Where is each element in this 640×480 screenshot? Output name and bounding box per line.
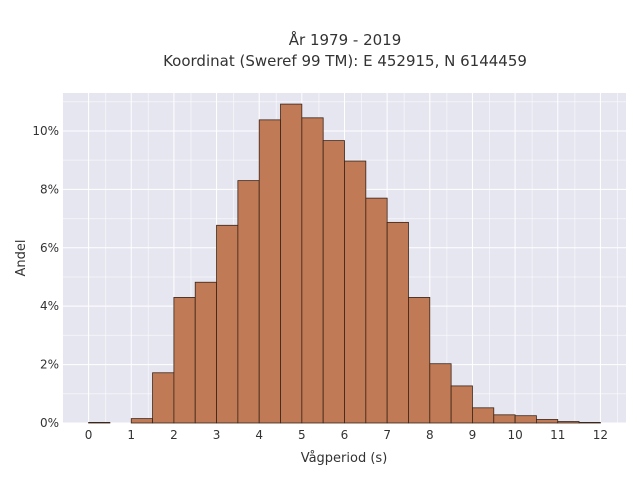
x-tick-label: 8 (426, 428, 434, 442)
x-tick-label: 1 (127, 428, 135, 442)
x-tick-labels: 0 1 2 3 4 5 6 7 8 9 10 11 12 (85, 428, 608, 442)
histogram-bar (216, 224, 239, 424)
y-tick-label: 10% (32, 124, 59, 138)
histogram-bar (173, 297, 196, 424)
x-tick-label: 5 (298, 428, 306, 442)
y-tick-label: 2% (40, 358, 59, 372)
x-tick-label: 10 (507, 428, 522, 442)
x-tick-label: 7 (383, 428, 391, 442)
x-tick-label: 12 (593, 428, 608, 442)
chart-title-line-1: År 1979 - 2019 (289, 30, 402, 49)
histogram-bar (365, 197, 388, 424)
histogram-bar (194, 281, 217, 424)
x-tick-label: 3 (213, 428, 221, 442)
histogram-bar (536, 419, 559, 424)
histogram-bar (130, 418, 153, 424)
y-tick-label: 6% (40, 241, 59, 255)
y-tick-label: 0% (40, 416, 59, 430)
chart-title-line-2: Koordinat (Sweref 99 TM): E 452915, N 61… (163, 52, 527, 70)
x-tick-label: 6 (341, 428, 349, 442)
histogram-bar (514, 415, 537, 424)
histogram-bar (301, 117, 324, 424)
histogram-bar (472, 407, 495, 424)
histogram-bar (152, 372, 175, 424)
bars (88, 103, 601, 424)
x-axis-title: Vågperiod (s) (301, 451, 388, 466)
histogram-bar (493, 414, 516, 424)
histogram-bar (429, 363, 452, 424)
histogram-bar (408, 297, 431, 424)
histogram-bar (280, 103, 303, 424)
y-axis-title: Andel (14, 240, 29, 277)
histogram-bar (557, 421, 580, 424)
x-tick-label: 0 (85, 428, 93, 442)
y-tick-label: 8% (40, 182, 59, 196)
histogram-bar (344, 160, 367, 424)
histogram-bar (578, 422, 601, 424)
histogram-bar (322, 140, 345, 424)
histogram-bar (237, 180, 260, 424)
histogram-bar (450, 385, 473, 424)
histogram-bar (386, 221, 409, 424)
x-tick-label: 4 (255, 428, 263, 442)
histogram-bar (88, 422, 111, 424)
x-tick-label: 11 (550, 428, 565, 442)
x-tick-label: 2 (170, 428, 178, 442)
y-tick-label: 4% (40, 299, 59, 313)
y-tick-labels: 0% 2% 4% 6% 8% 10% (32, 124, 59, 430)
x-tick-label: 9 (469, 428, 477, 442)
histogram-bar (258, 119, 281, 424)
